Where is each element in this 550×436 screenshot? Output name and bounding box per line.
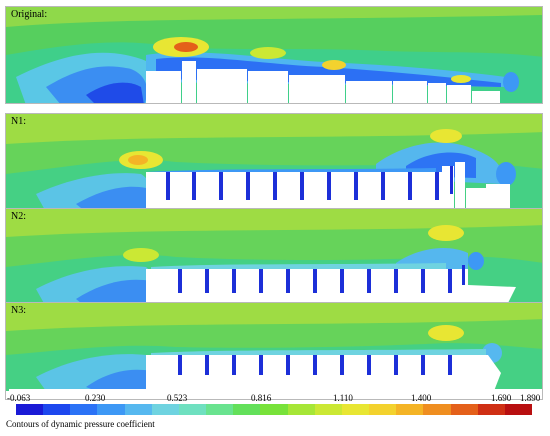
panel-n1: N1: xyxy=(5,113,543,211)
colorbar-swatch xyxy=(341,404,370,415)
colorbar-caption: Contours of dynamic pressure coefficient xyxy=(6,419,155,429)
colorbar-swatch xyxy=(504,404,532,415)
panel-label: N2: xyxy=(11,211,26,222)
contour-plot-n2 xyxy=(6,209,542,305)
colorbar-swatch xyxy=(151,404,179,415)
colorbar-swatch xyxy=(450,404,478,415)
panel-label: Original: xyxy=(11,9,48,20)
colorbar-swatch xyxy=(16,404,44,415)
contour-plot-original xyxy=(6,7,542,103)
colorbar-swatch xyxy=(97,404,125,415)
colorbar-swatch xyxy=(287,404,315,415)
colorbar-tick: 0.230 xyxy=(85,393,106,403)
contour-plot-n3 xyxy=(6,303,542,391)
colorbar-swatch xyxy=(477,404,505,415)
colorbar-swatch xyxy=(124,404,152,415)
colorbar-swatch xyxy=(396,404,424,415)
colorbar-swatch xyxy=(43,404,71,415)
panel-n2: N2: xyxy=(5,208,543,306)
colorbar-swatch xyxy=(178,404,207,415)
colorbar-swatch xyxy=(233,404,261,415)
panel-label: N3: xyxy=(11,305,26,316)
panel-original: Original: xyxy=(5,6,543,104)
colorbar-swatch xyxy=(260,404,288,415)
colorbar-tick: 0.816 xyxy=(251,393,272,403)
colorbar-swatch xyxy=(70,404,98,415)
colorbar-tick: 0.523 xyxy=(167,393,188,403)
panel-n3: N3: xyxy=(5,302,543,400)
colorbar-tick: -0.063 xyxy=(7,393,31,403)
colorbar xyxy=(16,404,532,415)
panel-label: N1: xyxy=(11,116,26,127)
colorbar-tick: 1.110 xyxy=(333,393,353,403)
colorbar-swatch xyxy=(369,404,397,415)
colorbar-swatch xyxy=(314,404,342,415)
colorbar-tick-labels: -0.063 0.230 0.523 0.816 1.110 1.400 1.6… xyxy=(5,393,543,405)
colorbar-swatch xyxy=(206,404,234,415)
colorbar-tick: 1.690 xyxy=(491,393,512,403)
colorbar-swatch xyxy=(423,404,451,415)
colorbar-tick: 1.890 xyxy=(520,393,541,403)
contour-plot-n1 xyxy=(6,114,542,210)
colorbar-tick: 1.400 xyxy=(411,393,432,403)
